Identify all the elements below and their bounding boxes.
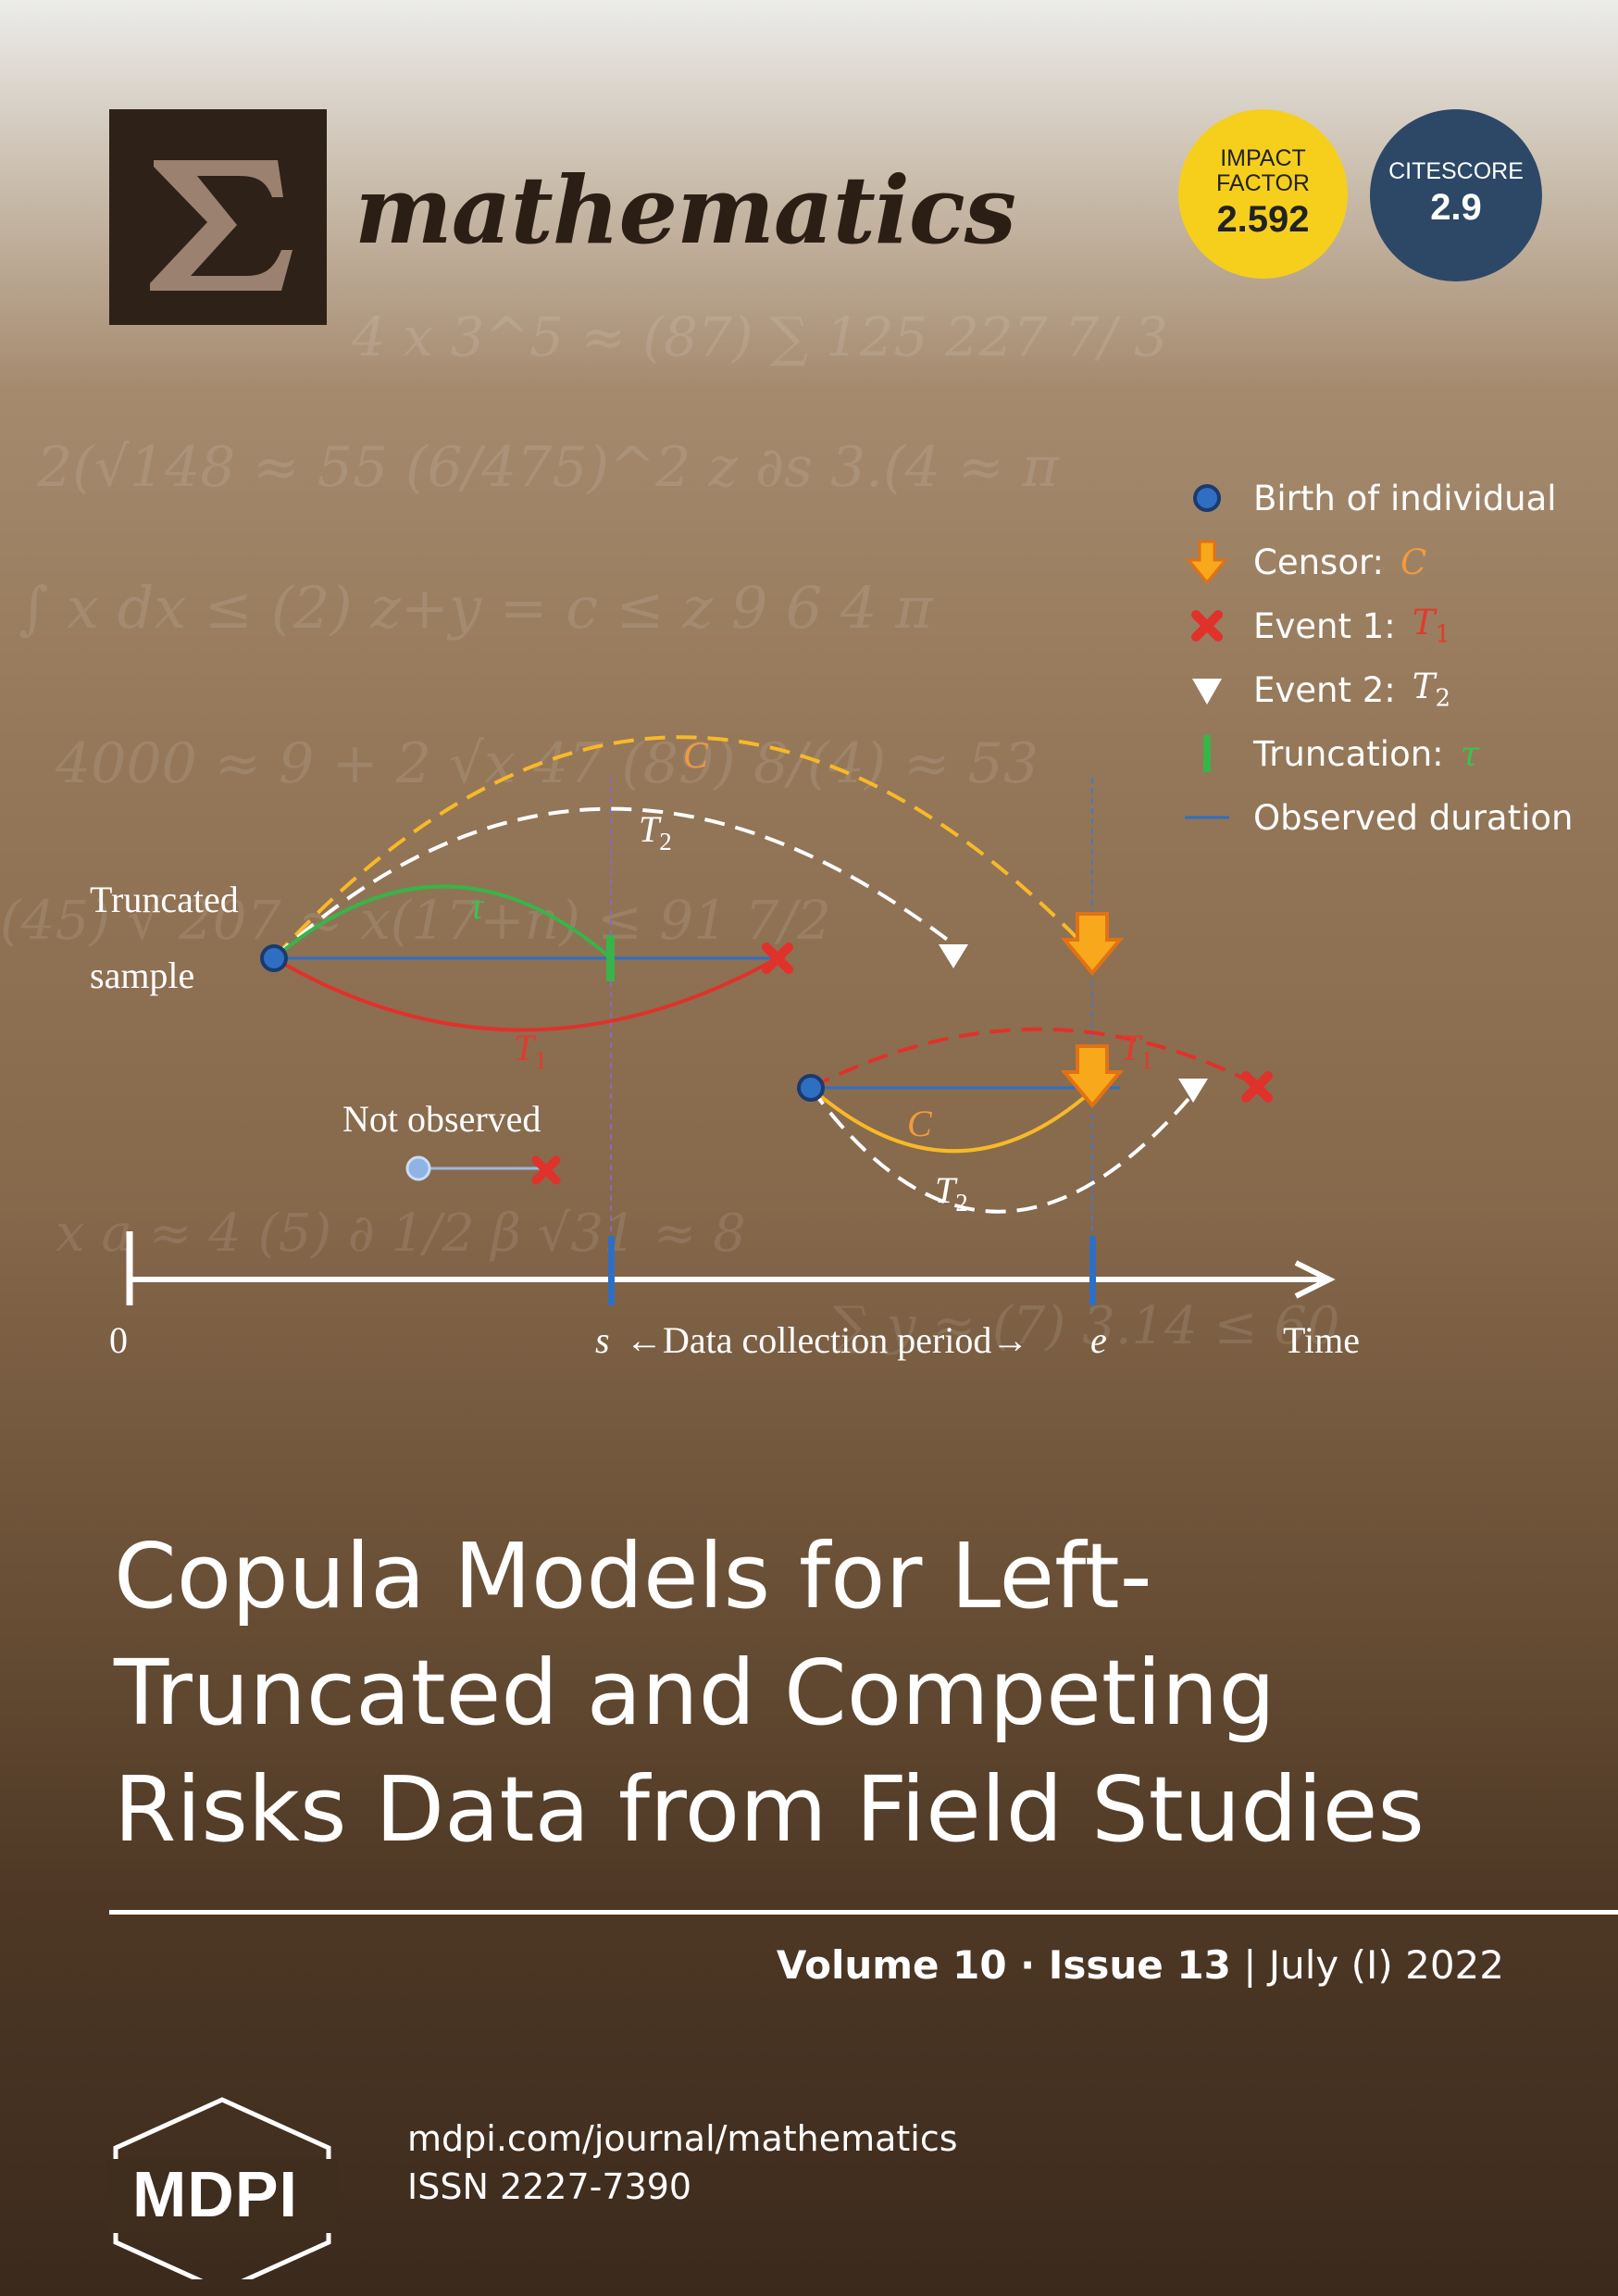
- birth-dot-1: [260, 944, 288, 972]
- censor-arrow-icon: [1185, 540, 1229, 585]
- censor-arc-top: [272, 735, 1094, 960]
- impact-factor-value: 2.592: [1216, 199, 1310, 240]
- censor-arrow-1: [1060, 912, 1125, 977]
- legend-truncation: Truncation: τ: [1185, 726, 1479, 781]
- article-title: Copula Models for Left- Truncated and Co…: [114, 1518, 1595, 1868]
- legend-event1-symbol: T1: [1412, 603, 1450, 649]
- mdpi-logo: MDPI: [106, 2094, 338, 2293]
- t1-arc-label: T1: [514, 1027, 547, 1074]
- citescore-value: 2.9: [1430, 187, 1482, 228]
- t1-arc-label-2: T1: [1120, 1027, 1153, 1074]
- censor-arc-label: C: [683, 734, 708, 776]
- legend-birth: Birth of individual: [1185, 470, 1557, 526]
- citescore-label: CITESCORE: [1388, 158, 1524, 184]
- axis-time-label: Time: [1283, 1319, 1361, 1361]
- event1-cross-1: [762, 942, 793, 974]
- axis-e-label: e: [1090, 1319, 1107, 1361]
- legend-event2-symbol: T2: [1412, 667, 1450, 713]
- e-tick: [1089, 1236, 1096, 1305]
- censor-arc-label-2: C: [907, 1103, 932, 1144]
- truncation-mark: [606, 935, 615, 981]
- mdpi-wordmark: MDPI: [132, 2158, 298, 2230]
- issue-info: Volume 10 · Issue 13 | July (I) 2022: [777, 1942, 1504, 1988]
- issue-date: July (I) 2022: [1268, 1942, 1504, 1988]
- legend-observed: Observed duration: [1185, 790, 1573, 845]
- issue-separator: |: [1243, 1942, 1257, 1988]
- truncation-mark-icon: [1185, 731, 1229, 776]
- event1-cross-3: [531, 1155, 561, 1185]
- event1-cross-2: [1241, 1071, 1273, 1103]
- impact-factor-badge: IMPACT FACTOR 2.592: [1178, 109, 1348, 279]
- truncated-sample-label: Truncated: [90, 879, 239, 920]
- title-line: Copula Models for Left-: [114, 1524, 1152, 1628]
- t2-arc-label-2: T2: [935, 1169, 968, 1217]
- t1-arc-top-2: [810, 1027, 1258, 1090]
- legend-observed-label: Observed duration: [1253, 797, 1574, 838]
- t2-arc-label: T2: [639, 808, 672, 855]
- title-divider: [109, 1910, 1618, 1915]
- legend-event1-label: Event 1:: [1253, 605, 1396, 646]
- tau-arc: [272, 884, 613, 960]
- observed-line-icon: [1185, 795, 1229, 840]
- axis-arrowhead: [1294, 1260, 1336, 1299]
- journal-name: mathematics: [355, 156, 1016, 265]
- axis-s-label: s: [595, 1319, 610, 1361]
- volume-issue: Volume 10 · Issue 13: [776, 1942, 1231, 1988]
- legend-truncation-label: Truncation:: [1253, 733, 1444, 774]
- legend-truncation-symbol: τ: [1460, 733, 1480, 774]
- birth-dot-2: [797, 1074, 825, 1102]
- competing-risks-diagram: [260, 735, 1336, 1305]
- t1-arc-bottom: [272, 956, 778, 1032]
- citescore-badge: CITESCORE 2.9: [1370, 109, 1542, 281]
- tau-arc-label: τ: [470, 885, 484, 927]
- legend-censor-symbol: C: [1400, 542, 1427, 582]
- event2-triangle-2: [1178, 1079, 1208, 1103]
- sigma-icon: [150, 160, 292, 291]
- journal-logo: [109, 109, 327, 325]
- title-line: Risks Data from Field Studies: [114, 1757, 1425, 1862]
- censor-arrow-2: [1060, 1044, 1125, 1109]
- data-collection-period-label: ←Data collection period→: [626, 1319, 1029, 1361]
- legend-event2: Event 2: T2: [1185, 662, 1450, 718]
- journal-url[interactable]: mdpi.com/journal/mathematics: [407, 2118, 958, 2159]
- truncated-sample-label: sample: [90, 955, 195, 996]
- legend-birth-label: Birth of individual: [1253, 478, 1557, 518]
- legend-censor-label: Censor:: [1253, 542, 1384, 582]
- legend-event1: Event 1: T1: [1185, 598, 1450, 654]
- t2-arc-bottom-2: [809, 1086, 1196, 1214]
- event2-triangle-icon: [1185, 668, 1229, 712]
- impact-factor-label: IMPACT: [1220, 145, 1306, 171]
- event1-cross-icon: [1185, 604, 1229, 648]
- issn: ISSN 2227-7390: [407, 2166, 692, 2207]
- censor-arc-2: [809, 1086, 1094, 1154]
- impact-factor-label: FACTOR: [1216, 170, 1310, 196]
- birth-dot-icon: [1185, 476, 1229, 520]
- legend-censor: Censor: C: [1185, 534, 1426, 590]
- title-line: Truncated and Competing: [114, 1641, 1276, 1745]
- not-observed-label: Not observed: [342, 1098, 541, 1140]
- event2-triangle-1: [939, 944, 968, 968]
- s-tick: [608, 1236, 615, 1305]
- axis-origin-label: 0: [109, 1319, 128, 1361]
- legend-event2-label: Event 2:: [1253, 669, 1396, 710]
- birth-dot-3: [405, 1155, 431, 1181]
